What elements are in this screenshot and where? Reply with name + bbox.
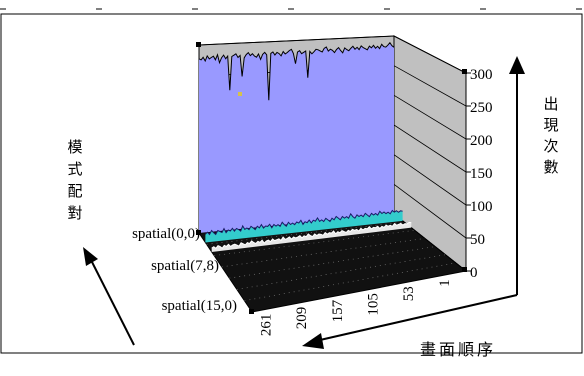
side-gridline xyxy=(393,154,467,206)
series-area xyxy=(211,222,412,252)
y-tick-label: 250 xyxy=(470,100,493,116)
y-tick-label: 200 xyxy=(470,133,493,149)
x-axis-label: 畫面順序 xyxy=(420,341,496,359)
x-tick-label: 209 xyxy=(294,307,310,330)
y-axis-ticks: 0 50 100 150 200 250 300 xyxy=(466,67,493,281)
z-axis-label-char: 配 xyxy=(67,183,82,200)
y-axis-label-char: 次 xyxy=(543,138,558,155)
x-tick-label: 261 xyxy=(259,314,275,337)
series-line xyxy=(198,41,395,101)
floor-dotline xyxy=(221,238,425,268)
y-tick-label: 50 xyxy=(470,232,485,248)
z-tick-label: spatial(0,0) xyxy=(132,226,200,242)
back-gridline xyxy=(198,35,395,46)
x-tick-label: 157 xyxy=(330,299,346,322)
series-area xyxy=(205,210,403,243)
corner-marker xyxy=(462,267,467,272)
y-axis-label-char: 現 xyxy=(543,118,558,134)
z-axis-label-char: 對 xyxy=(67,205,82,222)
corner-marker xyxy=(238,92,242,96)
z-arrow-shaft xyxy=(91,261,135,346)
side-gridline xyxy=(393,94,467,140)
corner-marker xyxy=(196,230,201,235)
z-axis-ticks: spatial(0,0) spatial(7,8) spatial(15,0) xyxy=(132,226,237,314)
y-tick-label: 150 xyxy=(470,166,493,182)
x-tick-label: 53 xyxy=(401,286,417,301)
y-axis-label-char: 出 xyxy=(543,96,558,113)
x-tick-label: 105 xyxy=(366,293,382,316)
z-tick-label: spatial(15,0) xyxy=(162,298,237,314)
y-arrow-head xyxy=(509,56,525,74)
corner-marker xyxy=(249,309,254,314)
series-area xyxy=(199,42,394,234)
y-axis-label-char: 數 xyxy=(543,159,558,176)
y-tick-label: 300 xyxy=(470,67,493,83)
x-tick-label: 1 xyxy=(437,279,453,287)
corner-marker xyxy=(196,42,201,47)
series-line xyxy=(205,209,403,236)
z-axis-label-char: 式 xyxy=(67,161,82,178)
series-layer xyxy=(198,41,412,252)
z-tick-label: spatial(7,8) xyxy=(151,258,219,274)
floor-dots xyxy=(206,221,456,302)
side-gridline xyxy=(393,124,467,173)
side-gridline xyxy=(393,184,467,239)
z-arrow-head xyxy=(83,247,98,266)
floor-dotline xyxy=(244,262,456,302)
floor-dotline xyxy=(206,221,405,245)
floor-dotline xyxy=(236,254,446,290)
y-tick-label: 100 xyxy=(470,199,493,215)
z-axis-label-char: 模 xyxy=(67,139,82,156)
corner-marker xyxy=(462,69,467,74)
side-gridline xyxy=(393,65,467,107)
series-line xyxy=(211,221,412,249)
x-arrow-to-y xyxy=(319,294,518,341)
x-axis-ticks: 261 209 157 105 53 1 xyxy=(259,279,453,336)
y-tick-label: 0 xyxy=(470,265,478,281)
side-gridline xyxy=(393,35,467,74)
x-arrow-head xyxy=(302,333,324,349)
